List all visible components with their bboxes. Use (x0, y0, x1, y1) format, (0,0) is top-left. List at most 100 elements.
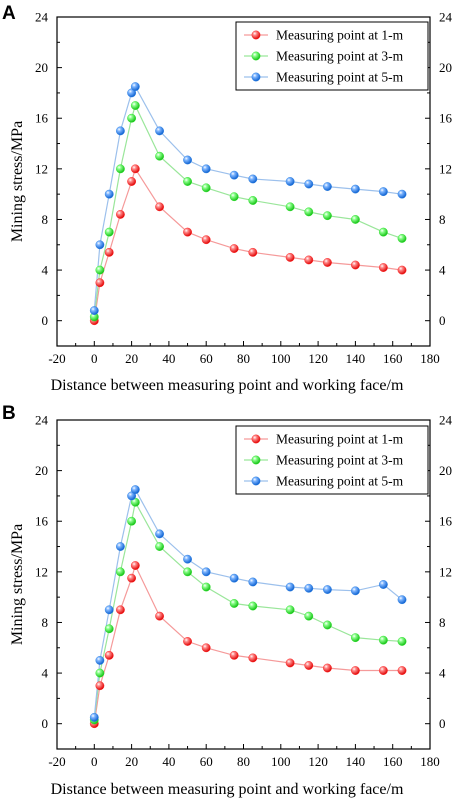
x-tick-label: -20 (48, 351, 65, 366)
data-point-series-1 (116, 605, 125, 615)
legend-label: Measuring point at 5-m (276, 474, 404, 489)
data-point-series-1 (285, 658, 295, 668)
chart-panel-b: B -20 0 20 40 60 80 100 120 140 160 180 0 0 4 4 8 8 12 12 16… (2, 403, 453, 798)
y-tick-label-right: 4 (439, 263, 446, 278)
legend-label: Measuring point at 5-m (276, 70, 404, 85)
data-point-series-2 (201, 183, 211, 193)
y-tick-label-right: 16 (439, 514, 453, 529)
data-point-series-3 (130, 82, 140, 91)
data-point-series-1 (350, 260, 360, 270)
x-tick-label: 80 (237, 754, 250, 769)
data-point-series-2 (201, 582, 211, 592)
data-point-series-2 (130, 101, 140, 110)
data-point-series-2 (104, 227, 114, 237)
x-tick-label: 0 (91, 351, 98, 366)
y-tick-label: 8 (42, 615, 49, 630)
y-tick-label: 20 (35, 60, 48, 75)
data-point-series-3 (95, 656, 105, 665)
data-point-series-2 (323, 211, 332, 221)
data-point-series-2 (397, 637, 407, 646)
data-point-series-3 (104, 189, 114, 199)
x-tick-label: 100 (271, 351, 291, 366)
x-tick-label: 60 (200, 351, 213, 366)
data-point-series-1 (350, 666, 360, 675)
legend-label: Measuring point at 3-m (276, 49, 404, 64)
data-point-series-1 (229, 650, 239, 660)
data-point-series-1 (104, 247, 114, 257)
data-point-series-1 (378, 263, 388, 272)
legend-marker (251, 476, 261, 486)
data-point-series-2 (95, 265, 105, 275)
data-point-series-2 (323, 620, 332, 630)
data-point-series-1 (95, 278, 105, 288)
data-point-series-1 (304, 255, 314, 265)
data-point-series-2 (285, 202, 295, 212)
series-line-3 (93, 85, 403, 311)
series-line-2 (93, 500, 403, 720)
data-point-series-3 (248, 577, 258, 587)
data-point-series-2 (229, 599, 239, 608)
legend-label: Measuring point at 3-m (276, 453, 404, 468)
y-tick-label-right: 24 (439, 10, 453, 25)
data-point-series-1 (130, 561, 140, 570)
x-tick-label: 180 (420, 754, 440, 769)
panel-label: B (2, 403, 16, 424)
data-point-series-2 (155, 151, 164, 161)
y-tick-label: 12 (35, 564, 48, 579)
data-point-series-3 (397, 595, 407, 605)
y-tick-label: 4 (42, 666, 49, 681)
data-point-series-1 (304, 661, 314, 670)
x-tick-label: 120 (308, 351, 328, 366)
data-point-series-1 (397, 666, 407, 675)
data-point-series-3 (201, 164, 211, 174)
panel-label: A (2, 3, 16, 24)
data-point-series-3 (378, 580, 388, 589)
x-tick-label: -20 (48, 754, 65, 769)
data-point-series-1 (323, 663, 332, 673)
x-tick-label: 160 (383, 351, 403, 366)
y-axis-title: Mining stress/MPa (9, 121, 26, 242)
data-point-series-3 (285, 582, 295, 592)
y-tick-label-right: 8 (439, 615, 446, 630)
series-line-3 (93, 488, 403, 718)
data-point-series-1 (95, 681, 105, 691)
data-point-series-3 (350, 184, 360, 194)
data-point-series-3 (350, 586, 360, 596)
data-point-series-2 (285, 605, 295, 615)
y-tick-label-right: 20 (439, 463, 452, 478)
data-point-series-3 (248, 174, 258, 184)
data-point-series-2 (248, 601, 258, 611)
data-point-series-2 (350, 633, 360, 643)
data-point-series-3 (323, 182, 332, 191)
y-axis-title: Mining stress/MPa (9, 524, 26, 645)
x-tick-label: 0 (91, 754, 98, 769)
data-point-series-2 (350, 215, 360, 224)
y-tick-label: 16 (35, 111, 49, 126)
y-tick-label: 8 (42, 212, 49, 227)
legend-label: Measuring point at 1-m (276, 28, 404, 43)
data-point-series-2 (116, 567, 125, 577)
data-point-series-3 (285, 177, 295, 186)
data-point-series-3 (183, 554, 192, 564)
data-point-series-2 (378, 635, 388, 645)
data-point-series-3 (397, 189, 407, 199)
data-point-series-3 (304, 583, 314, 593)
chart-panel-a: A -20 0 20 40 60 80 100 120 140 160 180 0 0 4 4 8 8 12 12 16… (2, 3, 453, 394)
y-tick-label-right: 20 (439, 60, 452, 75)
data-point-series-3 (116, 542, 125, 551)
y-tick-label-right: 16 (439, 111, 453, 126)
data-point-series-2 (304, 611, 314, 621)
x-axis-title: Distance between measuring point and wor… (51, 781, 404, 798)
x-tick-label: 40 (162, 754, 175, 769)
legend-label: Measuring point at 1-m (276, 432, 404, 447)
data-point-series-3 (130, 485, 140, 494)
data-point-series-3 (104, 605, 114, 615)
y-tick-label-right: 12 (439, 564, 452, 579)
x-axis-title: Distance between measuring point and wor… (51, 377, 404, 394)
x-tick-label: 140 (346, 351, 366, 366)
x-tick-label: 20 (125, 754, 138, 769)
data-point-series-2 (229, 192, 239, 202)
y-tick-label: 4 (42, 263, 49, 278)
y-tick-label: 0 (42, 716, 49, 731)
